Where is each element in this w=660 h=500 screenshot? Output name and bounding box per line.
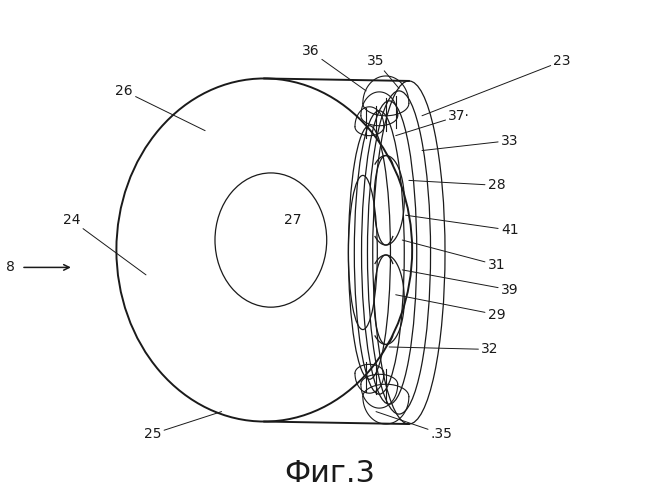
Text: 33: 33: [422, 134, 518, 150]
Text: 35: 35: [367, 54, 399, 88]
Text: Фиг.3: Фиг.3: [284, 459, 376, 488]
Text: 31: 31: [403, 240, 506, 272]
Text: 25: 25: [144, 412, 222, 441]
Text: 29: 29: [396, 294, 506, 322]
Text: 28: 28: [409, 178, 506, 192]
Text: 8: 8: [6, 260, 15, 274]
Text: 24: 24: [63, 213, 146, 275]
Text: 32: 32: [389, 342, 499, 356]
Text: 36: 36: [302, 44, 366, 91]
Text: 39: 39: [403, 270, 519, 297]
Text: 41: 41: [406, 215, 519, 237]
Text: .35: .35: [376, 412, 453, 441]
Text: 27: 27: [284, 213, 302, 227]
Text: 23: 23: [422, 54, 571, 116]
Text: 37·: 37·: [396, 109, 470, 136]
Text: 26: 26: [115, 84, 205, 130]
